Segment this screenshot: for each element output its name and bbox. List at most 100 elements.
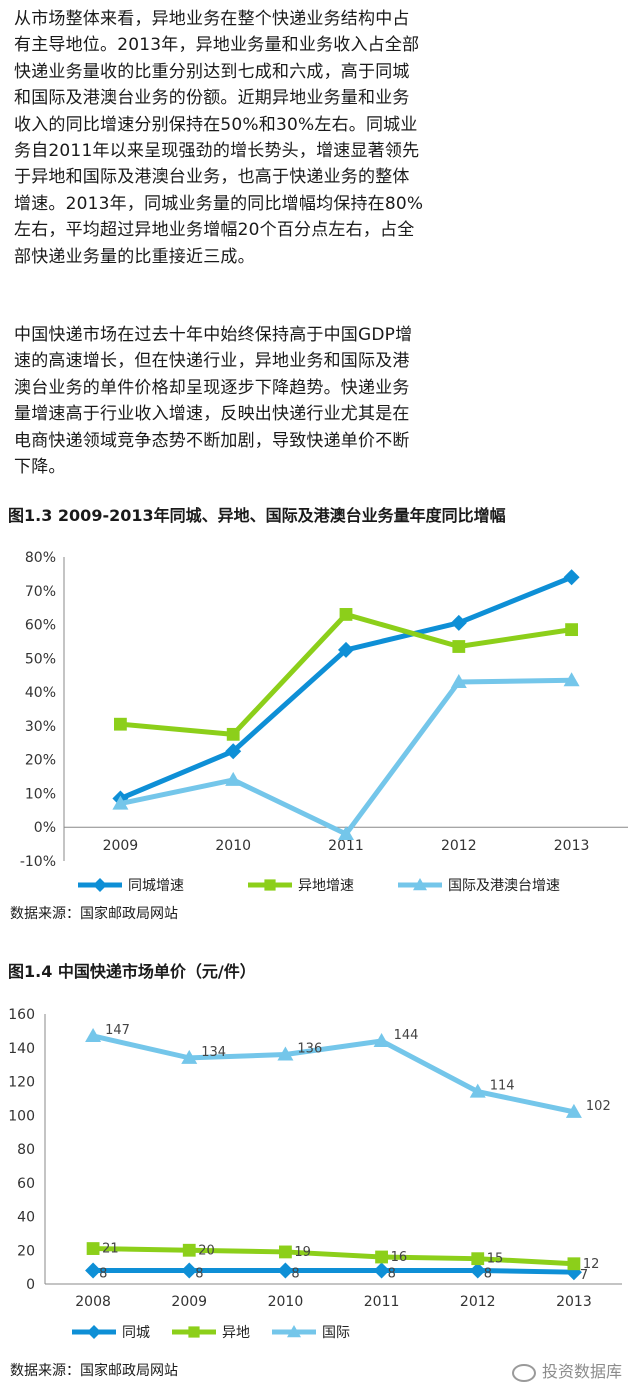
y-tick-label: 20 [17, 1243, 35, 1259]
data-point [112, 795, 129, 810]
data-point [86, 1242, 100, 1255]
data-point [338, 641, 354, 658]
figure-1-4-title: 图1.4 中国快递市场单价（元/件） [8, 962, 256, 981]
series-2 [112, 672, 580, 840]
data-point [338, 825, 354, 840]
x-tick-label: 2009 [103, 838, 139, 854]
legend-label: 同城 [122, 1325, 150, 1341]
data-point [373, 1033, 390, 1047]
data-point [375, 1250, 388, 1264]
legend-item: 异地 [172, 1325, 250, 1341]
data-label: 136 [297, 1042, 322, 1057]
data-label: 114 [490, 1079, 515, 1094]
data-label: 7 [580, 1268, 588, 1283]
data-point [565, 1103, 582, 1118]
data-point [114, 717, 127, 731]
data-label: 8 [195, 1267, 203, 1282]
legend-label: 同城增速 [128, 878, 184, 894]
data-label: 19 [294, 1245, 311, 1260]
data-point [182, 1243, 196, 1257]
data-label: 8 [388, 1267, 396, 1282]
y-tick-label: 80 [17, 1142, 35, 1158]
y-tick-label: 60% [25, 618, 56, 634]
y-tick-label: 70% [25, 584, 56, 600]
price-paragraph: 中国快递市场在过去十年中始终保持高于中国GDP增速的高速增长，但在快递行业，异地… [14, 325, 413, 478]
x-tick-label: 2009 [171, 1294, 207, 1310]
y-tick-label: 80% [25, 550, 56, 566]
series-1 [114, 608, 578, 741]
data-point [469, 1083, 486, 1098]
figure-1-4-source: 数据来源：国家邮政局网站 [10, 1363, 178, 1379]
data-point [339, 608, 353, 621]
data-point [450, 673, 467, 688]
data-label: 12 [583, 1257, 600, 1272]
x-tick-label: 2012 [460, 1294, 496, 1310]
data-point [226, 727, 240, 741]
series-1: 21 20 19 16 15 12 [86, 1242, 600, 1272]
y-tick-label: 0% [34, 820, 56, 836]
data-label: 8 [484, 1267, 492, 1282]
legend-item: 国际 [272, 1325, 350, 1341]
data-point [471, 1252, 485, 1266]
data-label: 102 [586, 1099, 611, 1114]
data-point [563, 569, 580, 586]
y-tick-label: 160 [8, 1007, 35, 1023]
series-0 [112, 569, 580, 807]
y-tick-label: 0 [26, 1277, 35, 1293]
data-label: 147 [105, 1023, 130, 1038]
legend-label: 国际及港澳台增速 [448, 878, 560, 894]
y-tick-label: 20% [25, 753, 56, 769]
chat-bubble-icon [511, 1363, 536, 1382]
watermark-text: 投资数据库 [541, 1362, 622, 1381]
data-label: 134 [201, 1045, 226, 1060]
y-tick-label: 60 [17, 1176, 35, 1192]
data-point [277, 1262, 294, 1279]
data-point [277, 1046, 294, 1061]
data-label: 16 [391, 1250, 408, 1265]
data-point [279, 1245, 292, 1259]
data-label: 21 [102, 1242, 119, 1257]
y-tick-label: 120 [8, 1075, 35, 1091]
x-tick-label: 2012 [441, 838, 477, 854]
y-tick-label: 100 [8, 1108, 35, 1124]
series-line [120, 611, 572, 737]
data-point [565, 623, 578, 637]
data-label: 8 [99, 1267, 107, 1282]
legend-item: 同城增速 [78, 878, 184, 894]
legend-label: 国际 [322, 1325, 350, 1341]
legend-label: 异地 [222, 1325, 250, 1341]
y-tick-label: 50% [25, 651, 56, 667]
data-point [567, 1257, 581, 1271]
x-tick-label: 2013 [554, 838, 590, 854]
series-line [93, 1246, 575, 1267]
legend-item: 同城 [72, 1325, 150, 1341]
data-point [225, 771, 242, 786]
legend-item: 国际及港澳台增速 [398, 878, 560, 894]
figure-1-3-source: 数据来源：国家邮政局网站 [10, 906, 178, 922]
data-point [181, 1049, 198, 1064]
data-point [452, 640, 466, 653]
series-line [93, 1268, 574, 1275]
y-tick-label: 40 [17, 1210, 35, 1226]
y-tick-label: -10% [20, 854, 56, 870]
data-point [85, 1262, 102, 1279]
data-point [181, 1262, 198, 1279]
x-tick-label: 2010 [268, 1294, 304, 1310]
data-label: 15 [487, 1252, 504, 1267]
y-tick-label: 140 [8, 1041, 35, 1057]
data-point [563, 672, 580, 687]
series-2: 147 134 136 144 114 102 [85, 1023, 611, 1118]
y-tick-label: 10% [25, 786, 56, 802]
legend-marker [87, 1325, 101, 1339]
y-tick-label: 40% [25, 685, 56, 701]
x-tick-label: 2008 [75, 1294, 111, 1310]
data-point [225, 743, 242, 760]
legend-marker [264, 879, 276, 891]
data-label: 144 [394, 1028, 419, 1043]
series-line [119, 677, 572, 837]
x-tick-label: 2013 [556, 1294, 592, 1310]
legend-marker [188, 1326, 200, 1338]
series-0: 8 8 8 8 8 7 [85, 1262, 588, 1283]
watermark: 投资数据库 [511, 1358, 622, 1382]
x-tick-label: 2010 [215, 838, 251, 854]
